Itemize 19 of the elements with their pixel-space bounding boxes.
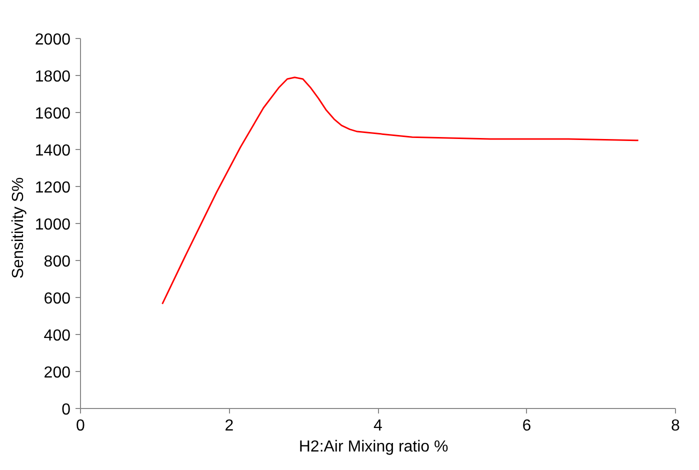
y-tick-label: 1800 xyxy=(34,68,71,86)
x-tick-label: 0 xyxy=(76,418,86,434)
x-tick-label: 2 xyxy=(224,418,234,434)
line-series xyxy=(162,76,640,305)
y-tick-label: 1600 xyxy=(34,106,71,122)
x-tick-label: 6 xyxy=(522,418,532,434)
y-tick-label: 400 xyxy=(44,328,71,344)
y-tick-label: 200 xyxy=(44,364,71,382)
x-tick-label: 4 xyxy=(374,418,383,434)
y-tick-label: 1000 xyxy=(34,216,71,234)
y-tick-label: 2000 xyxy=(34,32,71,48)
x-axis-title: H2:Air Mixing ratio % xyxy=(298,438,448,456)
x-tick-label: 8 xyxy=(671,418,680,434)
y-tick-label: 600 xyxy=(44,290,71,308)
y-axis-title: Sensitivity S% xyxy=(10,177,27,279)
y-tick-label: 800 xyxy=(44,254,71,270)
y-tick-label: 1200 xyxy=(34,180,71,196)
y-tick-label: 0 xyxy=(62,402,71,418)
y-tick-label: 1400 xyxy=(34,142,71,160)
